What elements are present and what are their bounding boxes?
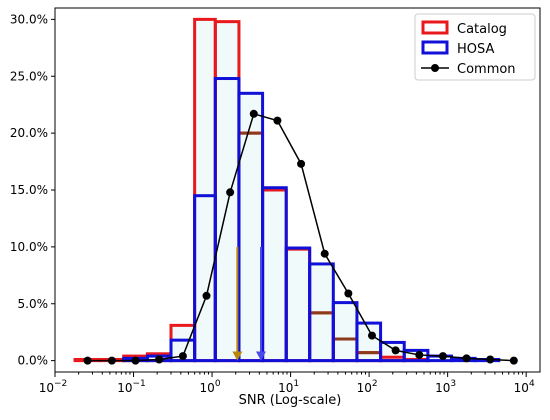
y-tick-label-3: 15.0% (10, 183, 48, 197)
y-tick-label-2: 10.0% (10, 240, 48, 254)
common-point-12 (367, 331, 376, 340)
common-point-10 (320, 249, 329, 258)
bin-fill-7 (238, 93, 263, 361)
y-tick-label-4: 20.0% (10, 126, 48, 140)
x-tick-label-2: 100 (200, 379, 221, 395)
x-axis-label: SNR (Log-scale) (239, 393, 342, 408)
bin-fill-9 (286, 248, 310, 361)
common-point-16 (462, 354, 471, 363)
legend-swatch-hosa (421, 40, 449, 55)
common-point-2 (131, 356, 140, 365)
y-tick-label-1: 5.0% (18, 297, 49, 311)
common-point-3 (155, 355, 164, 364)
bin-fill-5 (194, 19, 216, 361)
legend-label-hosa: HOSA (457, 42, 495, 57)
arrow-head-0 (232, 351, 243, 361)
common-point-9 (297, 159, 306, 168)
common-point-7 (249, 109, 258, 118)
common-point-15 (438, 352, 447, 361)
x-tick-label-6: 104 (514, 379, 535, 395)
common-point-1 (107, 356, 116, 365)
common-point-6 (226, 188, 235, 197)
y-tick-label-5: 25.0% (10, 69, 48, 83)
bin-fill-4 (170, 325, 195, 361)
legend-marker-common (431, 64, 439, 72)
x-tick-label-3: 101 (278, 379, 299, 395)
x-tick-label-5: 103 (435, 379, 456, 395)
y-tick-label-0: 0.0% (18, 354, 49, 368)
common-point-8 (273, 116, 282, 125)
markers-layer (232, 246, 267, 361)
common-point-5 (202, 291, 211, 300)
legend-label-catalog: Catalog (457, 22, 507, 37)
axes-layer: 0.0% 5.0% 10.0% 15.0% 20.0% 25.0% 30.0% 10−2 10−… (10, 7, 541, 395)
legend-label-common: Common (457, 62, 516, 77)
legend-swatch-catalog (421, 20, 449, 35)
bars-layer (73, 17, 501, 363)
common-point-11 (344, 289, 353, 298)
y-tick-label-6: 30.0% (10, 12, 48, 26)
common-line-layer (83, 109, 518, 365)
x-tick-label-1: 10−1 (117, 379, 146, 395)
arrow-head-1 (256, 351, 267, 361)
x-tick-label-0: 10−2 (39, 379, 68, 395)
common-point-17 (486, 355, 495, 364)
common-point-13 (391, 346, 400, 355)
common-point-14 (415, 350, 424, 359)
common-point-18 (509, 356, 518, 365)
bin-fill-8 (262, 187, 287, 361)
common-point-4 (178, 352, 187, 361)
bin-fill-11 (333, 302, 357, 361)
common-point-0 (83, 356, 92, 365)
legend: Catalog HOSA Common (414, 13, 536, 81)
x-tick-label-4: 102 (357, 379, 378, 395)
legend-box (414, 13, 536, 81)
